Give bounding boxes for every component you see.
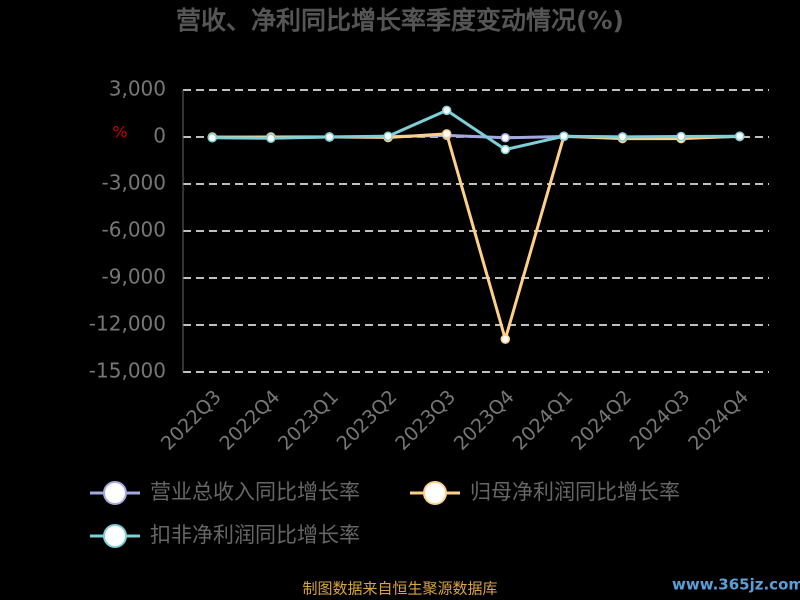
- data-point: [500, 144, 511, 155]
- data-point: [441, 105, 452, 116]
- data-point: [500, 334, 511, 344]
- data-point: [441, 129, 452, 139]
- watermark: www.365jz.com: [672, 576, 800, 594]
- source-note: 制图数据来自恒生聚源数据库: [302, 580, 497, 598]
- data-point: [383, 131, 393, 141]
- y-tick-label: -12,000: [89, 312, 166, 336]
- y-tick-label: -3,000: [102, 171, 166, 195]
- y-tick-label: 0: [153, 124, 166, 148]
- data-point: [207, 133, 218, 143]
- y-tick-label: -15,000: [89, 359, 166, 383]
- y-tick-label: 3,000: [109, 77, 166, 101]
- legend-label: 扣非净利润同比增长率: [150, 523, 360, 547]
- data-point: [676, 131, 686, 142]
- series-line: [212, 108, 740, 152]
- chart-title: 营收、净利同比增长率季度变动情况(%): [176, 6, 624, 35]
- data-point: [500, 133, 511, 143]
- data-point: [324, 132, 335, 142]
- y-tick-label: -9,000: [102, 265, 166, 289]
- y-axis-label: %: [112, 123, 127, 142]
- legend-label: 归母净利润同比增长率: [470, 480, 680, 504]
- legend-marker: [423, 481, 447, 505]
- legend-marker: [103, 524, 127, 548]
- data-point: [559, 131, 569, 141]
- legend-marker: [103, 481, 127, 505]
- data-point: [734, 131, 745, 141]
- data-point: [617, 132, 628, 142]
- data-point: [266, 133, 276, 144]
- y-tick-label: -6,000: [102, 218, 166, 242]
- legend-label: 营业总收入同比增长率: [150, 480, 360, 504]
